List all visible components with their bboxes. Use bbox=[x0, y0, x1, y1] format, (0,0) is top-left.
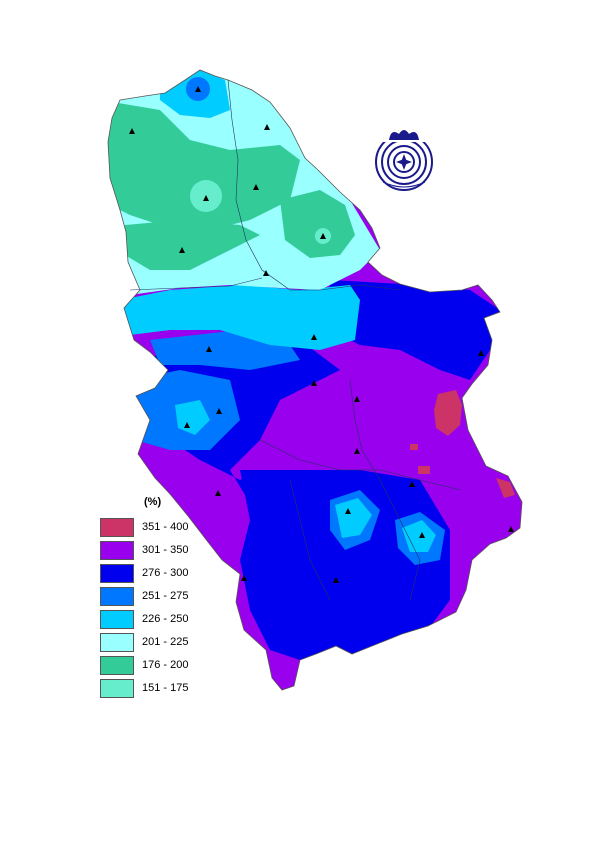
legend-item: 301 - 350 bbox=[100, 541, 220, 561]
legend-label: 301 - 350 bbox=[142, 544, 189, 556]
country-border bbox=[107, 69, 523, 691]
station-triangle-icon bbox=[129, 128, 135, 134]
station-markers bbox=[129, 86, 514, 583]
station-triangle-icon bbox=[263, 270, 269, 276]
station-triangle-icon bbox=[179, 247, 185, 253]
legend-label: 151 - 175 bbox=[142, 682, 189, 694]
legend-swatch bbox=[100, 656, 134, 675]
station-triangle-icon bbox=[354, 448, 360, 454]
legend-label: 351 - 400 bbox=[142, 521, 189, 533]
legend-swatch bbox=[100, 541, 134, 560]
station-triangle-icon bbox=[203, 195, 209, 201]
legend-swatch bbox=[100, 633, 134, 652]
legend-item: 226 - 250 bbox=[100, 610, 220, 630]
station-triangle-icon bbox=[311, 334, 317, 340]
legend-swatch bbox=[100, 679, 134, 698]
station-triangle-icon bbox=[333, 577, 339, 583]
station-triangle-icon bbox=[264, 124, 270, 130]
station-triangle-icon bbox=[478, 350, 484, 356]
station-triangle-icon bbox=[419, 532, 425, 538]
legend-swatch bbox=[100, 610, 134, 629]
station-triangle-icon bbox=[184, 422, 190, 428]
station-triangle-icon bbox=[195, 86, 201, 92]
station-triangle-icon bbox=[409, 481, 415, 487]
hydrometeorological-service-logo-icon bbox=[373, 126, 435, 191]
legend-swatch bbox=[100, 587, 134, 606]
rivers bbox=[129, 79, 461, 601]
station-triangle-icon bbox=[206, 346, 212, 352]
legend-label: 176 - 200 bbox=[142, 659, 189, 671]
legend-label: 226 - 250 bbox=[142, 613, 189, 625]
station-triangle-icon bbox=[354, 396, 360, 402]
legend-label: 276 - 300 bbox=[142, 567, 189, 579]
legend-item: 151 - 175 bbox=[100, 679, 220, 699]
station-triangle-icon bbox=[508, 526, 514, 532]
legend-title: (%) bbox=[144, 496, 162, 508]
legend-swatch bbox=[100, 518, 134, 537]
station-triangle-icon bbox=[253, 184, 259, 190]
legend-item: 351 - 400 bbox=[100, 518, 220, 538]
legend-label: 201 - 225 bbox=[142, 636, 189, 648]
station-triangle-icon bbox=[345, 508, 351, 514]
legend-item: 201 - 225 bbox=[100, 633, 220, 653]
legend-swatch bbox=[100, 564, 134, 583]
legend-label: 251 - 275 bbox=[142, 590, 189, 602]
station-triangle-icon bbox=[215, 490, 221, 496]
station-triangle-icon bbox=[241, 575, 247, 581]
legend-item: 251 - 275 bbox=[100, 587, 220, 607]
station-triangle-icon bbox=[311, 380, 317, 386]
station-triangle-icon bbox=[216, 408, 222, 414]
legend-item: 276 - 300 bbox=[100, 564, 220, 584]
legend-item: 176 - 200 bbox=[100, 656, 220, 676]
station-triangle-icon bbox=[320, 233, 326, 239]
